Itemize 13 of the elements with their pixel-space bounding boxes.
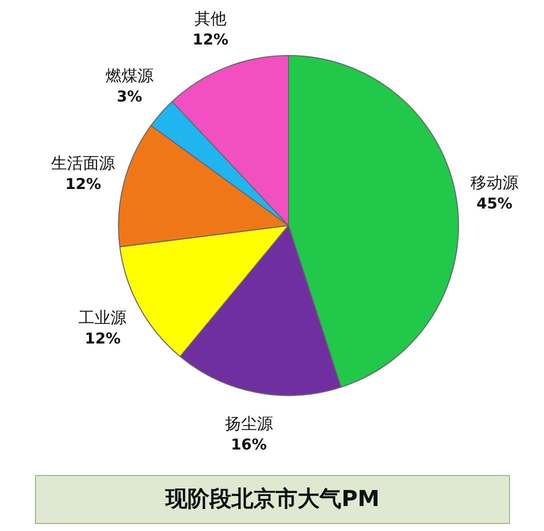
data-label: 3% bbox=[116, 87, 142, 106]
data-label: 16% bbox=[230, 436, 267, 454]
slice-label: 移动源 bbox=[470, 172, 518, 192]
slice-label: 其他 bbox=[194, 8, 226, 28]
data-label: 45% bbox=[476, 194, 512, 212]
data-label: 12% bbox=[84, 330, 121, 348]
data-label: 12% bbox=[65, 174, 102, 193]
slice-label: 生活面源 bbox=[51, 153, 116, 172]
slice-label: 燃煤源 bbox=[105, 66, 154, 85]
slice-label: 工业源 bbox=[78, 308, 127, 328]
data-label: 12% bbox=[192, 30, 228, 48]
text: 现阶段北京市大气PM bbox=[164, 486, 380, 512]
slice-label: 扬尘源 bbox=[224, 414, 273, 434]
